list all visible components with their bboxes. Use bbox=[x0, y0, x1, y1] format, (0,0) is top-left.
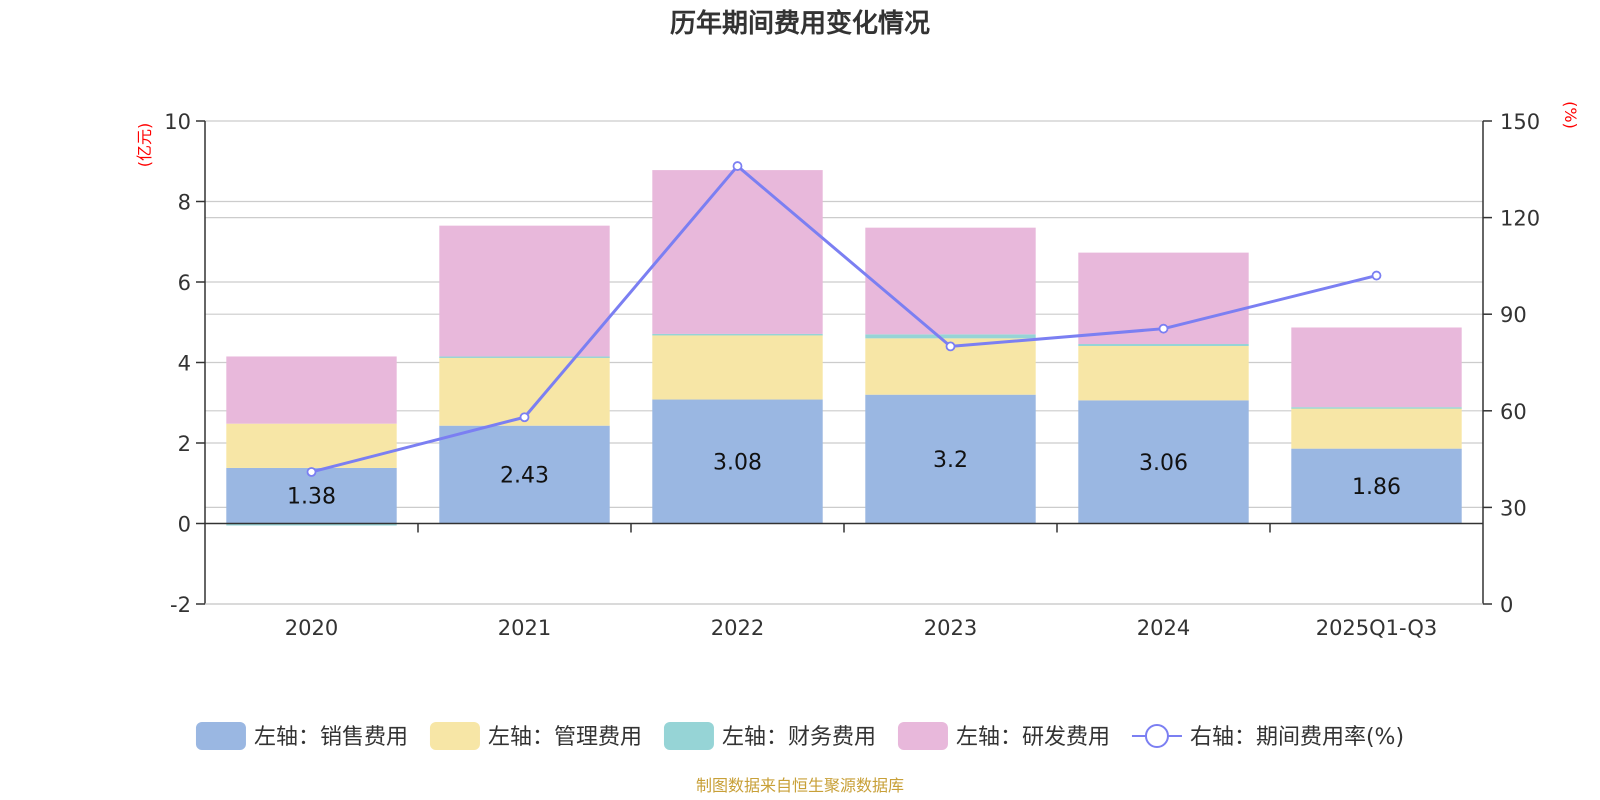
bar-segment bbox=[652, 399, 823, 524]
bar-value-label: 1.38 bbox=[287, 485, 336, 510]
bar-value-label: 3.06 bbox=[1139, 451, 1188, 476]
bar-value-label: 2.43 bbox=[500, 464, 549, 489]
bar-segment bbox=[652, 170, 823, 334]
legend-label: 左轴：研发费用 bbox=[956, 725, 1110, 750]
x-tick-label: 2025Q1-Q3 bbox=[1316, 616, 1438, 640]
bars bbox=[226, 170, 1462, 526]
rate-line-point bbox=[519, 412, 530, 423]
legend-swatch bbox=[429, 722, 480, 750]
right-tick-label: 150 bbox=[1500, 110, 1540, 134]
left-tick-label: 2 bbox=[178, 432, 191, 456]
bar-segment bbox=[1078, 343, 1249, 346]
chart-title: 历年期间费用变化情况 bbox=[670, 8, 930, 39]
right-tick-label: 120 bbox=[1500, 207, 1540, 231]
right-tick-label: 30 bbox=[1500, 496, 1527, 520]
rate-line-point bbox=[1371, 270, 1382, 281]
grid bbox=[205, 120, 1483, 605]
x-tick-label: 2021 bbox=[498, 616, 551, 640]
left-axis-unit: (亿元) bbox=[135, 123, 154, 168]
rate-line-path bbox=[311, 164, 1377, 474]
left-tick-label: 6 bbox=[178, 271, 191, 295]
axes: -2 0 2 4 6 8 10 0 30 60 90 120 150 2020 2021 2022 2023 20… bbox=[164, 110, 1540, 640]
x-tick-label: 2022 bbox=[711, 616, 764, 640]
bar-segment bbox=[652, 333, 823, 336]
bar-value-label: 3.08 bbox=[713, 451, 762, 476]
rate-line-point bbox=[945, 341, 956, 352]
bar-segment bbox=[1291, 407, 1462, 409]
left-tick-label: 4 bbox=[178, 352, 191, 376]
bar-segment bbox=[226, 423, 397, 468]
left-tick-label: -2 bbox=[170, 593, 191, 617]
left-tick-label: 10 bbox=[164, 110, 191, 134]
bar-segment bbox=[1291, 327, 1462, 408]
bar-segment bbox=[1078, 400, 1249, 524]
x-tick-label: 2023 bbox=[924, 616, 977, 640]
bar-segment bbox=[226, 356, 397, 424]
legend-label: 右轴：期间费用率(%) bbox=[1190, 725, 1404, 750]
bar-value-label: 1.86 bbox=[1352, 475, 1401, 500]
rate-line bbox=[306, 161, 1382, 477]
bar-segment bbox=[1078, 345, 1249, 401]
bar-segment bbox=[439, 225, 610, 357]
legend: 左轴：销售费用 左轴：管理费用 左轴：财务费用 左轴：研发费用 右轴：期间费用率(%) bbox=[195, 722, 1404, 750]
legend-swatch bbox=[663, 722, 714, 750]
right-axis-unit: (%) bbox=[1561, 101, 1580, 129]
bar-segment bbox=[865, 334, 1036, 339]
bar-segment bbox=[865, 394, 1036, 524]
legend-label: 左轴：财务费用 bbox=[722, 725, 876, 750]
legend-label: 左轴：管理费用 bbox=[488, 725, 642, 750]
bar-segment bbox=[652, 335, 823, 400]
right-tick-label: 60 bbox=[1500, 400, 1527, 424]
x-tick-label: 2020 bbox=[285, 616, 338, 640]
bar-segment bbox=[1291, 448, 1462, 524]
bar-segment bbox=[439, 356, 610, 358]
legend-label: 左轴：销售费用 bbox=[254, 725, 408, 750]
rate-line-point bbox=[732, 161, 743, 171]
rate-line-point bbox=[306, 467, 317, 477]
legend-line-marker bbox=[1144, 724, 1169, 748]
legend-swatch bbox=[195, 722, 246, 750]
bar-segment bbox=[226, 523, 397, 526]
left-tick-label: 0 bbox=[178, 513, 191, 537]
bar-labels: 1.38 2.43 3.08 3.2 3.06 1.86 bbox=[287, 448, 1401, 510]
rate-line-point bbox=[1158, 323, 1169, 334]
right-tick-label: 0 bbox=[1500, 593, 1513, 617]
legend-swatch bbox=[897, 722, 948, 750]
bar-segment bbox=[1291, 408, 1462, 449]
source-note: 制图数据来自恒生聚源数据库 bbox=[696, 776, 904, 795]
bar-segment bbox=[865, 227, 1036, 335]
left-tick-label: 8 bbox=[178, 191, 191, 215]
right-tick-label: 90 bbox=[1500, 303, 1527, 327]
bar-segment bbox=[226, 467, 397, 524]
bar-value-label: 3.2 bbox=[933, 448, 968, 473]
bar-segment bbox=[439, 425, 610, 524]
x-tick-label: 2024 bbox=[1137, 616, 1190, 640]
